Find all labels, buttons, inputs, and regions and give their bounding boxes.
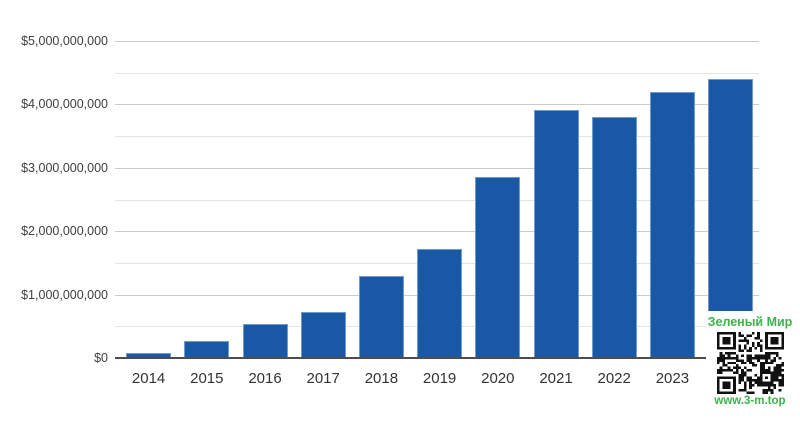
x-axis-label-2020: 2020 — [481, 370, 515, 387]
x-axis-label-2014: 2014 — [131, 370, 166, 387]
x-axis-label-2015: 2015 — [190, 370, 224, 387]
y-axis-tick-label: $2,000,000,000 — [21, 224, 108, 239]
bar-2014 — [126, 352, 172, 358]
minor-gridline — [115, 72, 759, 74]
bar-2018 — [358, 275, 404, 358]
y-axis-tick-label: $3,000,000,000 — [21, 160, 108, 175]
major-gridline — [115, 41, 759, 42]
x-axis-line — [115, 357, 759, 359]
major-gridline — [115, 167, 759, 169]
bar-2022 — [591, 117, 637, 358]
bar-2015 — [184, 340, 230, 358]
bar-2023 — [649, 91, 695, 358]
x-axis-label-2022: 2022 — [597, 370, 631, 387]
y-axis-tick-label: $5,000,000,000 — [21, 34, 108, 48]
x-axis-label-2018: 2018 — [364, 370, 399, 387]
bar-2019 — [417, 249, 463, 358]
x-axis-label-2023: 2023 — [655, 370, 690, 387]
qr-code-icon — [716, 332, 784, 394]
minor-gridline — [115, 199, 759, 201]
bar-2020 — [475, 177, 521, 358]
major-gridline — [115, 231, 759, 233]
x-axis-label-2021: 2021 — [539, 370, 573, 387]
bar-2017 — [300, 311, 346, 358]
x-axis-label-2016: 2016 — [248, 370, 282, 387]
x-axis-label-2017: 2017 — [306, 370, 340, 387]
y-axis-tick-label: $1,000,000,000 — [21, 287, 108, 302]
watermark-url-text: www.3-m.top — [714, 395, 786, 407]
watermark: Зеленый Мир www.3-m.top — [706, 311, 794, 423]
y-axis-tick-label: $4,000,000,000 — [21, 97, 108, 112]
bar-2021 — [533, 109, 579, 358]
bar-2016 — [242, 323, 288, 358]
watermark-brand-text: Зеленый Мир — [707, 315, 793, 329]
x-axis-label-2019: 2019 — [422, 370, 457, 387]
y-axis-tick-label: $0 — [94, 351, 108, 365]
minor-gridline — [115, 136, 759, 138]
major-gridline — [115, 104, 759, 106]
